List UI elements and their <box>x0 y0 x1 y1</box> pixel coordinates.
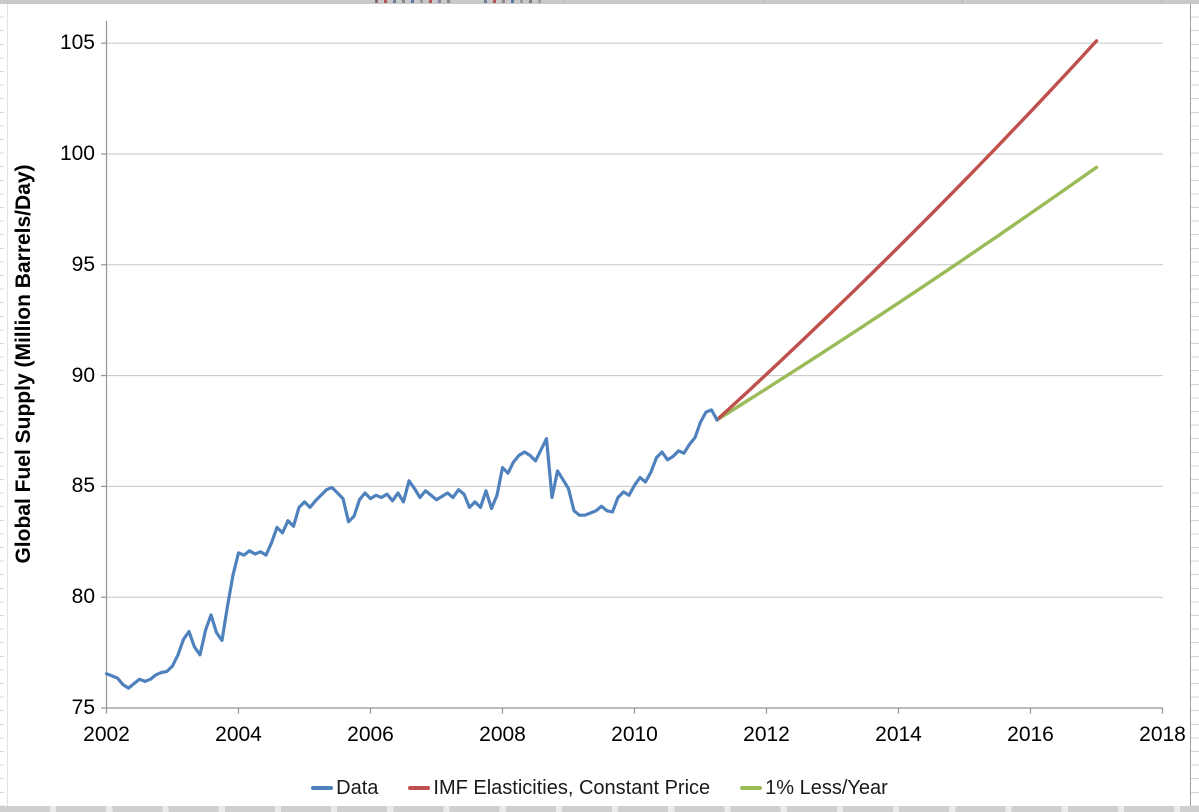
toolbar-speck <box>402 0 405 3</box>
y-tick-label-90: 90 <box>71 363 95 387</box>
x-tick-label-2006: 2006 <box>347 723 394 746</box>
toolbar-speck <box>484 0 487 3</box>
x-tick-label-2014: 2014 <box>875 723 922 746</box>
toolbar-speck <box>384 0 387 3</box>
y-tick-label-85: 85 <box>71 474 95 498</box>
series-line-imf-elasticities-constant-price[interactable] <box>715 39 1099 422</box>
toolbar-speck <box>438 0 441 3</box>
toolbar-speck <box>502 0 505 3</box>
y-tick-label-95: 95 <box>71 252 95 276</box>
y-tick-label-105: 105 <box>59 31 95 55</box>
x-tick-label-2010: 2010 <box>611 723 658 746</box>
window-top-separator <box>763 0 764 4</box>
x-tick-label-2004: 2004 <box>215 723 262 746</box>
toolbar-speck <box>447 0 450 3</box>
legend-swatch-imf-elasticities <box>408 786 431 790</box>
toolbar-speck <box>420 0 423 3</box>
chart-border-right <box>1190 4 1191 806</box>
toolbar-speck <box>411 0 414 3</box>
legend-item-data[interactable]: Data <box>311 777 378 800</box>
y-axis-title: Global Fuel Supply (Million Barrels/Day) <box>12 164 35 564</box>
legend-label-1pct-less: 1% Less/Year <box>765 776 888 799</box>
window-top-separator <box>1161 0 1162 4</box>
y-tick-label-75: 75 <box>71 696 95 719</box>
x-tick-label-2002: 2002 <box>83 723 130 746</box>
legend-label-imf-elasticities: IMF Elasticities, Constant Price <box>433 776 711 799</box>
series-line-1-less-year[interactable] <box>715 165 1099 422</box>
legend-label-data: Data <box>336 776 379 799</box>
toolbar-speck <box>520 0 523 3</box>
worksheet-left-gridlines <box>0 4 4 806</box>
toolbar-speck <box>375 0 378 3</box>
toolbar-speck <box>393 0 396 3</box>
x-tick-label-2016: 2016 <box>1007 723 1054 746</box>
toolbar-speck <box>538 0 541 3</box>
toolbar-speck <box>511 0 514 3</box>
window-top-separator <box>563 0 564 4</box>
legend-swatch-1pct-less <box>740 786 763 790</box>
legend-item-imf-elasticities[interactable]: IMF Elasticities, Constant Price <box>408 777 710 800</box>
legend-swatch-data <box>311 786 334 790</box>
x-tick-label-2012: 2012 <box>743 723 790 746</box>
chart-border-left <box>7 4 8 806</box>
legend: Data IMF Elasticities, Constant Price 1%… <box>0 774 1199 802</box>
worksheet-bottom-cells <box>0 806 1199 812</box>
y-tick-label-80: 80 <box>71 585 95 609</box>
y-tick-label-100: 100 <box>59 141 95 165</box>
worksheet-right-gridlines <box>1191 4 1199 806</box>
window-top-edge <box>0 0 1199 4</box>
toolbar-speck <box>429 0 432 3</box>
legend-item-1pct-less[interactable]: 1% Less/Year <box>740 777 888 800</box>
window-top-separator <box>962 0 963 4</box>
series-line-data[interactable] <box>104 408 719 690</box>
toolbar-speck <box>529 0 532 3</box>
x-tick-label-2018: 2018 <box>1139 723 1186 746</box>
x-tick-label-2008: 2008 <box>479 723 526 746</box>
toolbar-speck <box>493 0 496 3</box>
